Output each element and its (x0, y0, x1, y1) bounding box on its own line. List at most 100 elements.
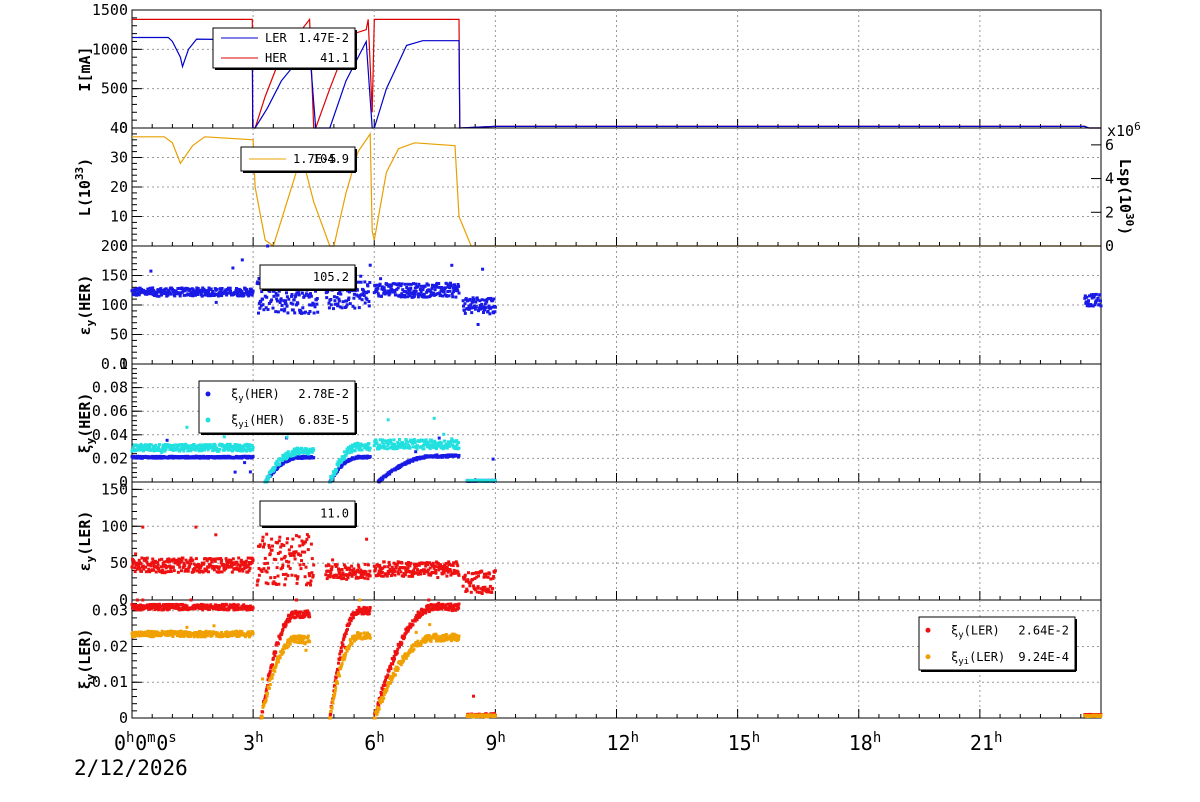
y-tick-label: 0 (119, 709, 128, 727)
data-point (494, 306, 497, 309)
data-point (271, 545, 274, 548)
data-point (425, 438, 428, 441)
data-point (293, 311, 296, 314)
data-point (394, 674, 397, 677)
data-point (352, 616, 355, 619)
data-point (376, 710, 379, 713)
data-point (363, 280, 366, 283)
y2-axis-label-text: Lsp(1030) (1116, 159, 1136, 235)
data-point (386, 447, 389, 450)
data-point (267, 582, 270, 585)
data-point (475, 305, 478, 308)
data-point (475, 571, 478, 574)
data-point (291, 303, 294, 306)
data-point (369, 574, 372, 577)
data-point (280, 308, 283, 311)
data-point (286, 436, 289, 439)
data-point (451, 295, 454, 298)
data-point (277, 310, 280, 313)
data-point (266, 692, 269, 695)
y-axis-label: εy(HER) (76, 275, 97, 336)
data-point (281, 564, 284, 567)
data-point (225, 604, 228, 607)
legend-marker (206, 418, 211, 423)
data-point (488, 572, 491, 575)
data-point (312, 303, 315, 306)
data-point (262, 704, 265, 707)
data-point (303, 551, 306, 554)
data-point (443, 440, 446, 443)
data-point (202, 571, 205, 574)
data-point (432, 562, 435, 565)
data-point (308, 612, 311, 615)
data-point (336, 682, 339, 685)
data-point (241, 258, 244, 261)
data-point (483, 586, 486, 589)
legend: 105.2 (260, 265, 356, 290)
data-point (229, 287, 232, 290)
data-point (146, 557, 149, 560)
data-point (1099, 299, 1102, 302)
data-point (387, 418, 390, 421)
data-point (273, 654, 276, 657)
data-point (367, 290, 370, 293)
data-point (406, 441, 409, 444)
data-point (305, 649, 308, 652)
data-point (150, 564, 153, 567)
data-point (450, 284, 453, 287)
data-point (329, 574, 332, 577)
data-point (335, 468, 338, 471)
data-point (366, 284, 369, 287)
data-point (433, 417, 436, 420)
data-point (437, 282, 440, 285)
data-point (212, 566, 215, 569)
data-point (330, 710, 333, 713)
data-point (369, 637, 372, 640)
series-beambeam_her-0 (131, 429, 497, 483)
data-point (369, 606, 372, 609)
y-axis-label-text: I[mA] (76, 46, 94, 91)
data-point (278, 539, 281, 542)
data-point (384, 679, 387, 682)
data-point (409, 562, 412, 565)
data-point (284, 299, 287, 302)
data-point (381, 571, 384, 574)
data-point (448, 445, 451, 448)
data-point (273, 576, 276, 579)
data-point (170, 570, 173, 573)
data-point (445, 575, 448, 578)
data-point (383, 560, 386, 563)
data-point (286, 541, 289, 544)
data-point (1095, 293, 1098, 296)
data-point (279, 637, 282, 640)
data-point (376, 442, 379, 445)
data-point (278, 536, 281, 539)
data-point (286, 305, 289, 308)
data-point (408, 447, 411, 450)
data-point (291, 574, 294, 577)
data-point (134, 552, 137, 555)
data-point (244, 562, 247, 565)
data-point (290, 545, 293, 548)
data-point (270, 538, 273, 541)
data-point (261, 678, 264, 681)
data-point (348, 622, 351, 625)
data-point (281, 304, 284, 307)
data-point (252, 290, 255, 293)
data-point (397, 286, 400, 289)
data-point (293, 554, 296, 557)
y-tick-label: 0.08 (92, 379, 128, 397)
data-point (245, 560, 248, 563)
data-point (158, 443, 161, 446)
data-point (286, 311, 289, 314)
data-point (331, 477, 334, 480)
data-point (445, 633, 448, 636)
data-point (195, 557, 198, 560)
data-point (234, 471, 237, 474)
data-point (187, 570, 190, 573)
data-point (338, 675, 341, 678)
legend-value: 1.47E-2 (298, 31, 349, 45)
data-point (368, 281, 371, 284)
